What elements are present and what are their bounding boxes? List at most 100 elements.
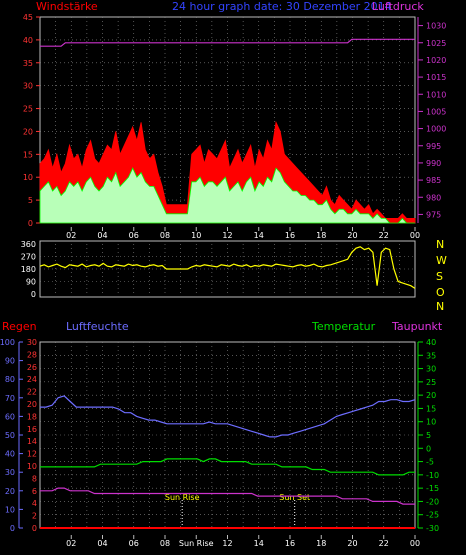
- x-axis-tick-label: 08: [160, 231, 170, 240]
- direction-axis-tick-label: 270: [21, 253, 36, 262]
- wind-axis-tick-label: 0: [28, 219, 33, 228]
- humidity-axis-tick-label: 20: [5, 487, 15, 496]
- wind-average-series: [39, 167, 415, 224]
- label-temperatur: Temperatur: [311, 320, 376, 333]
- direction-series: [39, 246, 416, 289]
- humidity-axis-tick-label: 50: [5, 431, 15, 440]
- label-taupunkt: Taupunkt: [391, 320, 443, 333]
- direction-letter-label: N: [436, 238, 444, 251]
- pressure-axis-tick-label: 1000: [426, 125, 446, 134]
- rain-axis-tick-label: 26: [27, 363, 37, 372]
- temperature-axis-tick-label: 30: [426, 365, 436, 374]
- temperature-axis-tick-label: 0: [426, 444, 431, 453]
- sun-set-label: Sun Set: [279, 493, 310, 502]
- pressure-axis-tick-label: 1010: [426, 90, 446, 99]
- direction-letter-label: O: [436, 286, 445, 299]
- wind-pressure-series: [39, 38, 416, 224]
- rain-axis-tick-label: 28: [27, 350, 37, 359]
- wind-axis-tick-label: 15: [23, 150, 33, 159]
- x-axis-tick-label-bottom: 16: [285, 539, 295, 548]
- x-axis-tick-label: 10: [191, 231, 201, 240]
- temperature-axis-tick-label: -5: [426, 458, 434, 467]
- rain-axis-tick-label: 24: [27, 375, 37, 384]
- header-windstaerke: Windstärke: [36, 0, 98, 13]
- header-luftdruck: Luftdruck: [372, 0, 424, 13]
- pressure-axis-tick-label: 990: [426, 159, 441, 168]
- rain-axis-tick-label: 0: [32, 524, 37, 533]
- pressure-axis-tick-label: 1030: [426, 22, 446, 31]
- temperature-axis-tick-label: 40: [426, 338, 436, 347]
- rain-axis-tick-label: 12: [27, 450, 37, 459]
- rain-axis-tick-label: 2: [32, 512, 37, 521]
- humidity-axis-tick-label: 90: [5, 357, 15, 366]
- temperature-axis-tick-label: 5: [426, 431, 431, 440]
- pressure-axis-tick-label: 975: [426, 210, 441, 219]
- humidity-axis-tick-label: 0: [10, 524, 15, 533]
- direction-axis-tick-label: 0: [31, 290, 36, 299]
- climate-grid: [40, 342, 415, 528]
- x-axis-tick-label-bottom: 00: [410, 539, 420, 548]
- dewpoint-series: [40, 487, 415, 505]
- wind-axis-tick-label: 10: [23, 173, 33, 182]
- temperature-axis-tick-label: 10: [426, 418, 436, 427]
- pressure-axis-tick-label: 1005: [426, 107, 446, 116]
- direction-letter-label: N: [436, 300, 444, 313]
- x-axis-tick-label: 20: [347, 231, 357, 240]
- wind-axis-tick-label: 25: [23, 105, 33, 114]
- wind-axis-tick-label: 45: [23, 13, 33, 22]
- humidity-axis-tick-label: 10: [5, 505, 15, 514]
- x-axis-tick-label: 02: [66, 231, 76, 240]
- direction-axis-tick-label: 180: [21, 265, 36, 274]
- x-axis-tick-label: 06: [129, 231, 139, 240]
- rain-axis-tick-label: 4: [32, 499, 37, 508]
- climate-series: Sun Rise Sun Set: [40, 395, 416, 529]
- label-luftfeuchte: Luftfeuchte: [66, 320, 129, 333]
- x-axis-tick-label: 04: [97, 231, 107, 240]
- temperature-axis-tick-label: 15: [426, 404, 436, 413]
- x-axis-tick-label-bottom: 02: [66, 539, 76, 548]
- temperature-axis-tick-label: -15: [426, 484, 439, 493]
- wind-axis-tick-label: 5: [28, 196, 33, 205]
- temperature-axis-tick-label: -20: [426, 497, 439, 506]
- rain-axis-tick-label: 14: [27, 437, 37, 446]
- humidity-axis-tick-label: 40: [5, 450, 15, 459]
- x-axis-tick-label: 16: [285, 231, 295, 240]
- label-regen: Regen: [2, 320, 37, 333]
- x-axis-tick-label-bottom: 06: [129, 539, 139, 548]
- x-axis-tick-label-bottom: 18: [316, 539, 326, 548]
- rain-axis-tick-label: 8: [32, 474, 37, 483]
- sun-rise-label: Sun Rise: [165, 493, 200, 502]
- rain-axis-tick-label: 10: [27, 462, 37, 471]
- temperature-axis-tick-label: -10: [426, 471, 439, 480]
- temperature-axis-tick-label: 35: [426, 351, 436, 360]
- x-axis-tick-label: 00: [410, 231, 420, 240]
- wind-axis-tick-label: 40: [23, 36, 33, 45]
- temperature-axis-tick-label: -30: [426, 524, 439, 533]
- x-axis-tick-label-bottom: 14: [254, 539, 264, 548]
- header-date-title: 24 hour graph date: 30 Dezember 2014: [172, 0, 392, 13]
- direction-series: [39, 246, 416, 289]
- x-axis-tick-label: 22: [379, 231, 389, 240]
- x-axis-tick-label: 14: [254, 231, 264, 240]
- pressure-axis-tick-label: 1020: [426, 56, 446, 65]
- pressure-axis-tick-label: 1025: [426, 39, 446, 48]
- temperature-axis-tick-label: 25: [426, 378, 436, 387]
- rain-axis-tick-label: 30: [27, 338, 37, 347]
- humidity-axis-tick-label: 100: [0, 338, 15, 347]
- humidity-axis-tick-label: 70: [5, 394, 15, 403]
- rain-axis-tick-label: 22: [27, 388, 37, 397]
- wind-axis-tick-label: 35: [23, 59, 33, 68]
- direction-axis-tick-label: 360: [21, 240, 36, 249]
- humidity-axis-tick-label: 80: [5, 375, 15, 384]
- x-axis-tick-label-bottom: 04: [97, 539, 107, 548]
- direction-letter-label: S: [436, 270, 443, 283]
- direction-grid: [40, 244, 415, 294]
- wind-axis-tick-label: 20: [23, 127, 33, 136]
- x-axis-tick-label-bottom: 08: [160, 539, 170, 548]
- x-axis-tick-label: 18: [316, 231, 326, 240]
- rain-axis-tick-label: 18: [27, 412, 37, 421]
- x-axis-tick-label: 12: [222, 231, 232, 240]
- x-axis-tick-label-bottom: Sun Rise: [179, 539, 214, 548]
- rain-axis-tick-label: 6: [32, 487, 37, 496]
